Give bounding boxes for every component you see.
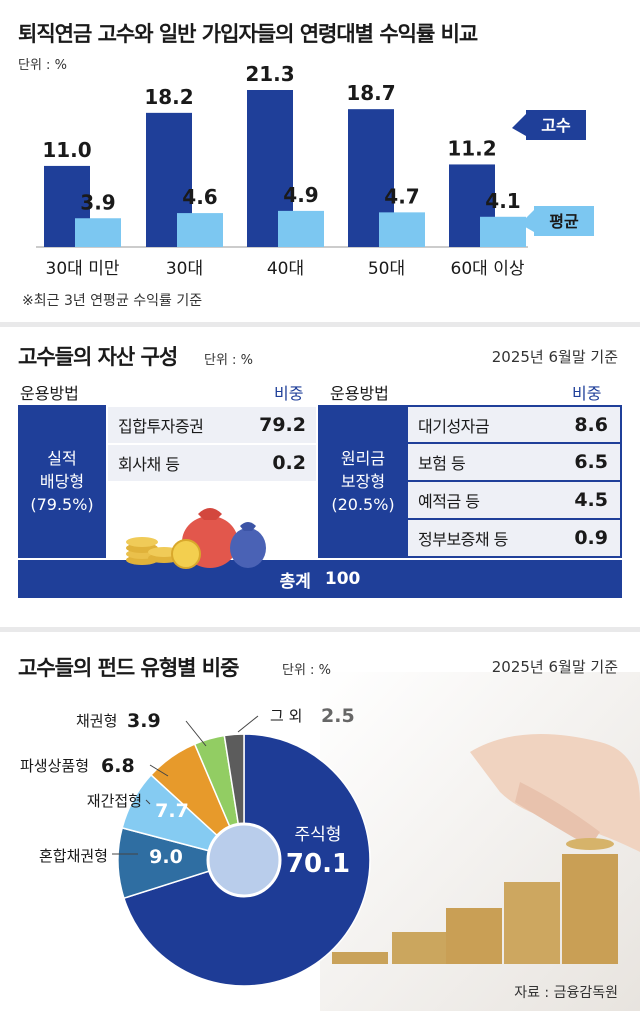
row-value: 6.5 — [574, 451, 608, 473]
bar-value-label: 4.9 — [283, 183, 318, 207]
coin-stacks — [332, 838, 618, 964]
row-label: 회사채 등 — [118, 455, 180, 474]
leader-line — [237, 715, 259, 733]
bar-avg — [177, 213, 223, 247]
bar-value-label: 21.3 — [245, 62, 294, 86]
left-group-name-1: 실적 — [47, 449, 77, 468]
asset-table-title: 고수들의 자산 구성 — [18, 345, 178, 369]
left-group-pct: (79.5%) — [30, 495, 94, 514]
pie-label-name: 파생상품형 — [20, 757, 89, 775]
legend-tag-gosu — [526, 110, 586, 140]
leader-line — [145, 799, 151, 805]
bar-chart-footnote: ※최근 3년 연평균 수익률 기준 — [22, 293, 203, 309]
pie-label-name: 재간접형 — [87, 792, 142, 810]
bar-chart: 11.0 3.9 30대 미만 18.2 4.6 30대 21.3 4.9 40대 18.7 4.7… — [36, 62, 594, 279]
legend-label: 고수 — [541, 116, 571, 135]
header-method-right: 운용방법 — [330, 384, 389, 403]
pie-chart-unit: 단위 : % — [282, 663, 331, 678]
fund-type-panel: 고수들의 펀드 유형별 비중 단위 : % 2025년 6월말 기준 주식형 70… — [0, 632, 640, 1011]
table-row: 대기성자금 8.6 — [408, 407, 620, 442]
bar-value-label: 3.9 — [80, 190, 115, 214]
pie-label-value: 3.9 — [127, 710, 161, 732]
bar-value-label: 4.7 — [384, 184, 419, 208]
age-return-panel: 퇴직연금 고수와 일반 가입자들의 연령대별 수익률 비교 단위 : % 11.… — [0, 0, 640, 322]
row-value: 4.5 — [574, 489, 608, 511]
total-label: 총계 — [279, 571, 311, 592]
pie-label-name: 채권형 — [76, 712, 117, 730]
bar-value-label: 11.0 — [42, 138, 91, 162]
bar-avg — [480, 216, 526, 247]
x-tick-label: 30대 — [166, 259, 203, 279]
pie-center-hole — [206, 822, 282, 898]
asset-table-date: 2025년 6월말 기준 — [491, 348, 618, 366]
pie-label-name: 그 외 — [270, 707, 302, 725]
pie-label-value: 2.5 — [321, 705, 355, 727]
row-label: 정부보증채 등 — [418, 530, 508, 549]
x-tick-label: 40대 — [267, 259, 304, 279]
table-row: 집합투자증권 79.2 — [108, 407, 316, 443]
pie-chart-date: 2025년 6월말 기준 — [491, 658, 618, 676]
legend-label: 평균 — [549, 212, 579, 231]
pie-label-value: 70.1 — [286, 849, 350, 879]
table-row: 회사채 등 0.2 — [108, 445, 316, 481]
table-row: 예적금 등 4.5 — [408, 482, 620, 518]
bar-value-label: 11.2 — [447, 136, 496, 160]
left-group-label: 실적 배당형 (79.5%) — [18, 405, 106, 558]
pie-label-value: 7.7 — [155, 800, 189, 822]
total-label-wrap: 총계 100 — [18, 560, 622, 598]
legend-tag-avg — [534, 206, 594, 236]
source-note: 자료 : 금융감독원 — [514, 985, 618, 1001]
pie-chart: 주식형 70.1 9.0 7.7 혼합채권형 재간접형 파생상품형 6.8 채권형 3.9 그 외 2… — [20, 705, 371, 987]
asset-table-unit: 단위 : % — [204, 353, 253, 368]
bar-avg — [75, 218, 121, 247]
pie-label-value: 9.0 — [149, 846, 183, 868]
leader-line — [149, 764, 169, 777]
right-group-label: 원리금 보장형 (20.5%) — [320, 405, 406, 558]
bar-value-label: 18.2 — [144, 85, 193, 109]
header-weight-left: 비중 — [274, 384, 304, 403]
total-value: 100 — [324, 569, 361, 589]
bar-value-label: 4.1 — [485, 189, 520, 213]
x-tick-label: 30대 미만 — [46, 259, 120, 279]
row-label: 대기성자금 — [418, 416, 490, 436]
header-weight-right: 비중 — [572, 384, 602, 403]
row-value: 0.9 — [574, 527, 608, 549]
total-row — [18, 558, 622, 598]
pie-label-name: 주식형 — [295, 825, 342, 845]
bar-chart-unit: 단위 : % — [18, 58, 67, 73]
row-value: 8.6 — [574, 413, 608, 436]
bar-value-label: 4.6 — [182, 185, 217, 209]
legend-pointer — [512, 114, 526, 136]
row-label: 보험 등 — [418, 454, 466, 473]
header-method-left: 운용방법 — [20, 384, 79, 403]
left-group-name-2: 배당형 — [39, 472, 85, 491]
right-group-name-2: 보장형 — [340, 472, 386, 491]
bar-value-label: 18.7 — [346, 81, 395, 105]
bar-chart-title: 퇴직연금 고수와 일반 가입자들의 연령대별 수익률 비교 — [18, 22, 478, 46]
row-value: 0.2 — [272, 452, 306, 474]
right-group-pct: (20.5%) — [331, 495, 395, 514]
pie-label-value: 6.8 — [101, 755, 135, 777]
bar-avg — [379, 212, 425, 247]
right-group-name-1: 원리금 — [340, 449, 386, 468]
leader-line — [185, 720, 207, 747]
row-label: 집합투자증권 — [118, 417, 204, 436]
x-tick-label: 50대 — [368, 259, 405, 279]
row-value: 79.2 — [259, 414, 306, 436]
money-bag-illustration — [126, 508, 266, 569]
pie-chart-title: 고수들의 펀드 유형별 비중 — [18, 656, 239, 680]
coin-stack-photo — [320, 672, 640, 1011]
legend-pointer — [520, 210, 534, 232]
x-tick-label: 60대 이상 — [451, 259, 525, 279]
asset-composition-panel: 고수들의 자산 구성 단위 : % 2025년 6월말 기준 운용방법 비중 운… — [0, 327, 640, 627]
table-row: 정부보증채 등 0.9 — [408, 520, 620, 556]
bar-avg — [278, 210, 324, 247]
pie-label-name: 혼합채권형 — [39, 847, 108, 865]
table-row: 보험 등 6.5 — [408, 444, 620, 480]
row-label: 예적금 등 — [418, 492, 480, 511]
